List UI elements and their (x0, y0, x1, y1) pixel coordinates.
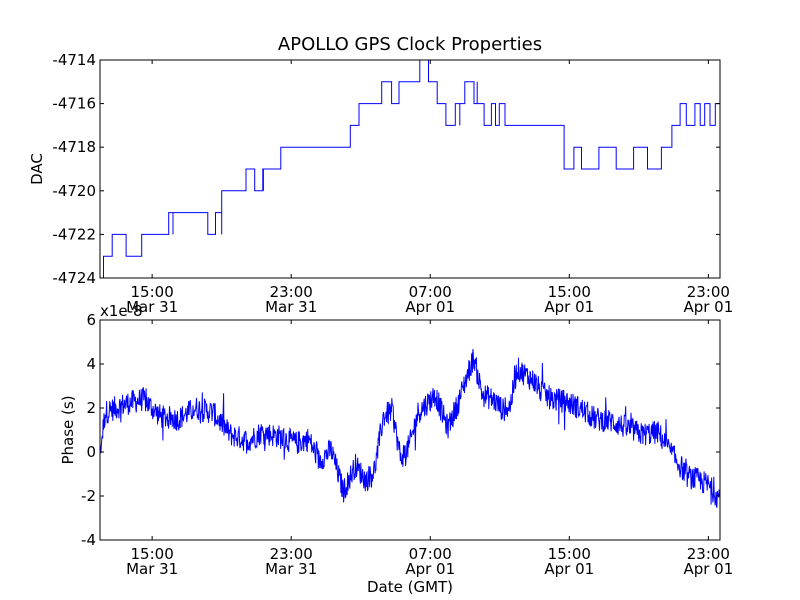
dac-y-tick-label: -4718 (52, 138, 96, 156)
dac-x-tick-date: Apr 01 (544, 298, 594, 316)
dac-x-tick-time: 23:00 (270, 283, 313, 301)
phase-x-tick-date: Apr 01 (544, 560, 594, 578)
dac-series-line (100, 59, 720, 279)
dac-x-tick-date: Apr 01 (683, 298, 733, 316)
dac-x-tick-date: Apr 01 (405, 298, 455, 316)
phase-x-tick-time: 23:00 (270, 545, 313, 563)
phase-y-tick-label: 6 (86, 311, 96, 329)
phase-x-tick-time: 07:00 (409, 545, 452, 563)
phase-x-tick-date: Apr 01 (405, 560, 455, 578)
phase-y-tick-label: 4 (86, 355, 96, 373)
dac-y-tick-label: -4720 (52, 182, 96, 200)
phase-x-tick-time: 15:00 (131, 545, 174, 563)
dac-y-axis-label: DAC (28, 153, 46, 185)
phase-x-tick-date: Mar 31 (126, 560, 178, 578)
phase-x-tick-time: 15:00 (548, 545, 591, 563)
dac-x-tick-time: 15:00 (131, 283, 174, 301)
dac-y-tick-label: -4716 (52, 95, 96, 113)
dac-y-tick-label: -4714 (52, 51, 96, 69)
phase-y-tick-label: 2 (86, 399, 96, 417)
dac-x-tick-time: 07:00 (409, 283, 452, 301)
dac-x-tick-date: Mar 31 (265, 298, 317, 316)
phase-x-tick-date: Mar 31 (265, 560, 317, 578)
x-axis-label: Date (GMT) (367, 578, 453, 596)
dac-plot-frame (99, 59, 721, 279)
phase-series-line (99, 349, 721, 508)
dac-y-tick-label: -4722 (52, 225, 96, 243)
dac-x-tick-time: 23:00 (687, 283, 730, 301)
phase-x-tick-date: Apr 01 (683, 560, 733, 578)
phase-plot-frame (99, 319, 721, 541)
phase-x-tick-time: 23:00 (687, 545, 730, 563)
dac-x-tick-date: Mar 31 (126, 298, 178, 316)
phase-y-tick-label: -4 (81, 531, 96, 549)
dac-x-tick-time: 15:00 (548, 283, 591, 301)
dac-y-tick-label: -4724 (52, 269, 96, 287)
phase-y-tick-label: -2 (81, 487, 96, 505)
phase-scale-label: x1e-8 (100, 302, 143, 320)
phase-y-tick-label: 0 (86, 443, 96, 461)
phase-y-axis-label: Phase (s) (59, 395, 77, 464)
chart-title: APOLLO GPS Clock Properties (278, 34, 542, 55)
